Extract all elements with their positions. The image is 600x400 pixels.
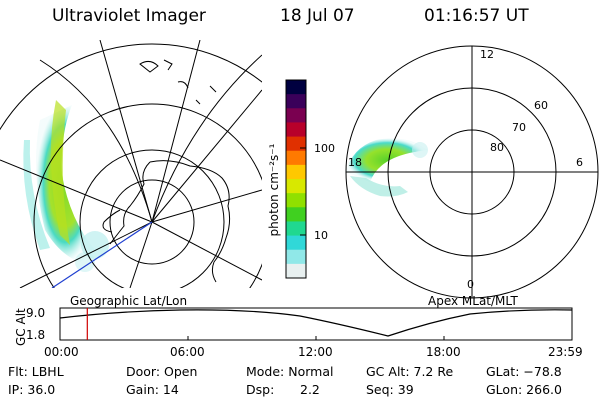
colorbar-segment <box>286 80 306 95</box>
colorbar-segment <box>286 164 306 180</box>
colorbar-segment <box>286 263 306 279</box>
colorbar-segment <box>286 249 306 265</box>
info-dsp-label: Dsp: <box>246 382 275 397</box>
info-filter: Flt: LBHL <box>8 364 64 379</box>
mlat-label-70: 70 <box>512 121 526 134</box>
mlat-label-80: 80 <box>490 141 504 154</box>
timeline-xtick-0600: 06:00 <box>170 345 205 359</box>
timeline-xtick-2359: 23:59 <box>548 345 583 359</box>
colorbar-segment <box>286 122 306 138</box>
antarctica-coastline <box>102 59 231 283</box>
colorbar-segment <box>286 150 306 166</box>
left-aurora-emission <box>23 100 109 272</box>
colorbar-tick-100: 100 <box>314 142 335 155</box>
mlt-label-12: 12 <box>480 48 494 61</box>
colorbar-segment <box>286 221 306 237</box>
page-title: Ultraviolet Imager <box>52 6 206 26</box>
header-date: 18 Jul 07 <box>280 6 355 26</box>
header-time: 01:16:57 UT <box>424 6 529 26</box>
right-aurora-emission <box>346 138 428 197</box>
info-ip: IP: 36.0 <box>8 382 56 397</box>
left-geographic-map <box>0 40 262 288</box>
info-door: Door: Open <box>126 364 198 379</box>
timeline-ytick-low: 1.8 <box>26 328 46 342</box>
colorbar-segment <box>286 207 306 222</box>
altitude-timeline <box>59 307 573 341</box>
left-meridians <box>0 40 262 288</box>
timeline-xtick-1800: 18:00 <box>426 345 461 359</box>
timeline-ytick-high: 9.0 <box>26 306 46 320</box>
mlt-label-6: 6 <box>576 156 583 169</box>
colorbar-segment <box>286 235 306 251</box>
info-glon: GLon: 266.0 <box>486 382 562 397</box>
info-glat: GLat: −78.8 <box>486 364 562 379</box>
colorbar-segment <box>286 193 306 208</box>
left-map-caption: Geographic Lat/Lon <box>70 294 188 308</box>
info-gc-alt: GC Alt: 7.2 Re <box>366 364 454 379</box>
timeline-xtick-0000: 00:00 <box>44 345 79 359</box>
orbit-track <box>51 221 153 288</box>
right-apex-map: 12 18 6 0 60 70 80 <box>345 45 599 299</box>
altitude-curve <box>59 309 573 337</box>
colorbar-segment <box>286 94 306 109</box>
info-mode: Mode: Normal <box>246 364 334 379</box>
colorbar-segment <box>286 136 306 152</box>
info-dsp-value: 2.2 <box>300 382 320 397</box>
right-grid <box>346 46 598 298</box>
info-gain: Gain: 14 <box>126 382 179 397</box>
colorbar <box>286 80 306 279</box>
colorbar-tick-10: 10 <box>314 229 328 242</box>
timeline-xtick-1200: 12:00 <box>298 345 333 359</box>
info-seq: Seq: 39 <box>366 382 414 397</box>
right-map-caption: Apex MLat/MLT <box>428 294 518 308</box>
mlat-label-60: 60 <box>534 99 548 112</box>
mlt-label-18: 18 <box>348 156 362 169</box>
colorbar-label: photon cm⁻²s⁻¹ <box>267 143 281 236</box>
colorbar-segment <box>286 108 306 123</box>
mlt-label-0: 0 <box>467 278 474 291</box>
colorbar-segment <box>286 179 306 194</box>
